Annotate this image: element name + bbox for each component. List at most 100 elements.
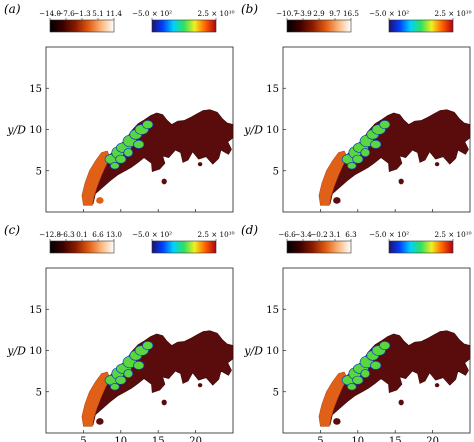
shear-eddy: [123, 369, 134, 379]
shear-eddy: [142, 341, 154, 351]
plume-fragment: [434, 162, 440, 167]
colorbar-1-tick-label: 3.1: [329, 230, 340, 239]
plume-body: [320, 109, 471, 205]
panel-label: (c): [4, 223, 20, 237]
panel-3: (c) −12.8−6.3 0.1 6.6 13.0 −5.0 × 10² 2.5 × 10…: [4, 223, 235, 442]
shear-eddy: [142, 120, 154, 130]
colorbar-2-tick-label: 2.5 × 10¹⁰: [198, 230, 235, 239]
shear-eddy: [379, 341, 391, 351]
shear-eddy: [115, 154, 127, 164]
colorbar-1-tick-label: 6.3: [345, 230, 357, 239]
shear-eddy: [346, 383, 357, 391]
x-tick-label: 20: [189, 436, 202, 442]
plume-fragment: [197, 162, 203, 167]
y-tick-label: 15: [29, 305, 42, 316]
plume-body: [83, 330, 234, 426]
x-tick-label: 15: [152, 436, 165, 442]
colorbar-1-tick-label: −6.3: [57, 230, 75, 239]
x-tick-label: 10: [114, 436, 127, 442]
panel-2: (b) −10.7−3.9 2.9 9.7 16.5 −5.0 × 10² 2.5 × 10…: [241, 2, 472, 213]
panel-label: (b): [241, 2, 258, 16]
panel-4: (d) −6.6−3.4−0.2 3.1 6.3 −5.0 × 10² 2.5 × 10¹…: [241, 223, 472, 442]
colorbar-1-tick-label: −6.6: [278, 230, 296, 239]
colorbar-1-tick-label: −0.2: [310, 230, 327, 239]
shear-eddy: [352, 154, 364, 164]
y-tick-label: 15: [266, 84, 279, 95]
plume-fragment: [197, 383, 203, 388]
shear-eddy: [346, 162, 357, 170]
y-tick-label: 10: [29, 125, 42, 136]
y-tick-label: 15: [266, 305, 279, 316]
colorbar-1-tick-label: −12.8: [39, 230, 61, 239]
panel-label: (d): [241, 223, 258, 237]
colorbar-1-tick-label: 5.1: [92, 9, 103, 18]
colorbar-1-tick-label: −3.4: [294, 230, 312, 239]
colorbar-1-tick-label: 11.4: [106, 9, 122, 18]
colorbar-2: [151, 240, 217, 254]
x-tick-label: 5: [80, 436, 86, 442]
y-tick-label: 5: [36, 387, 42, 398]
colorbar-1: [49, 19, 115, 33]
plume-fragment: [161, 399, 167, 406]
x-tick-label: 5: [317, 436, 323, 442]
jet-core: [81, 371, 111, 427]
colorbar-2-tick-label: −5.0 × 10²: [369, 9, 409, 18]
x-tick-label: 10: [351, 436, 364, 442]
plume-fragment: [161, 178, 167, 185]
plume-body: [320, 330, 471, 426]
plume-fragment: [434, 383, 440, 388]
y-tick-label: 10: [266, 125, 279, 136]
colorbar-2-tick-label: 2.5 × 10¹⁰: [435, 230, 472, 239]
colorbar-2-tick-label: −5.0 × 10²: [132, 9, 172, 18]
plume-fragment: [96, 197, 104, 204]
colorbar-1: [286, 19, 352, 33]
shear-eddy: [133, 360, 145, 370]
y-tick-label: 10: [29, 346, 42, 357]
y-tick-label: 5: [273, 166, 279, 177]
colorbar-1-tick-label: −14.0: [39, 9, 61, 18]
plume-fragment: [333, 197, 341, 204]
colorbar-2: [388, 19, 454, 33]
colorbar-1-tick-label: 2.9: [313, 9, 325, 18]
colorbar-1-tick-label: −1.3: [73, 9, 91, 18]
y-axis-label: y/D: [6, 345, 26, 358]
colorbar-2-tick-label: −5.0 × 10²: [132, 230, 172, 239]
colorbar-1-tick-label: 6.6: [92, 230, 104, 239]
y-axis-label: y/D: [243, 345, 263, 358]
colorbar-2-tick-label: −5.0 × 10²: [369, 230, 409, 239]
plume-body: [83, 109, 234, 205]
shear-eddy: [133, 139, 145, 149]
y-tick-label: 5: [36, 166, 42, 177]
plume-fragment: [398, 178, 404, 185]
y-tick-label: 5: [273, 387, 279, 398]
shear-eddy: [115, 375, 127, 385]
colorbar-1-tick-label: −7.6: [57, 9, 75, 18]
colorbar-1-tick-label: −10.7: [276, 9, 298, 18]
panel-label: (a): [4, 2, 21, 16]
colorbar-2: [151, 19, 217, 33]
y-axis-label: y/D: [243, 124, 263, 137]
panel-1: (a) −14.0−7.6−1.3 5.1 11.4 −5.0 × 10² 2.5 × 1…: [4, 2, 235, 213]
y-tick-label: 10: [266, 346, 279, 357]
shear-eddy: [123, 148, 134, 158]
colorbar-1-tick-label: 13.0: [106, 230, 122, 239]
y-tick-label: 15: [29, 84, 42, 95]
x-tick-label: 15: [389, 436, 402, 442]
colorbar-1-tick-label: −3.9: [294, 9, 312, 18]
colorbar-2: [388, 240, 454, 254]
shear-eddy: [370, 139, 382, 149]
x-tick-label: 20: [426, 436, 439, 442]
shear-eddy: [360, 148, 371, 158]
colorbar-1-tick-label: 16.5: [343, 9, 359, 18]
colorbar-1: [286, 240, 352, 254]
colorbar-1-tick-label: 0.1: [76, 230, 87, 239]
plume-fragment: [96, 418, 104, 425]
jet-core: [318, 150, 348, 206]
shear-eddy: [109, 383, 120, 391]
jet-core: [81, 150, 111, 206]
plume-fragment: [398, 399, 404, 406]
shear-eddy: [379, 120, 391, 130]
colorbar-1: [49, 240, 115, 254]
colorbar-2-tick-label: 2.5 × 10¹⁰: [435, 9, 472, 18]
